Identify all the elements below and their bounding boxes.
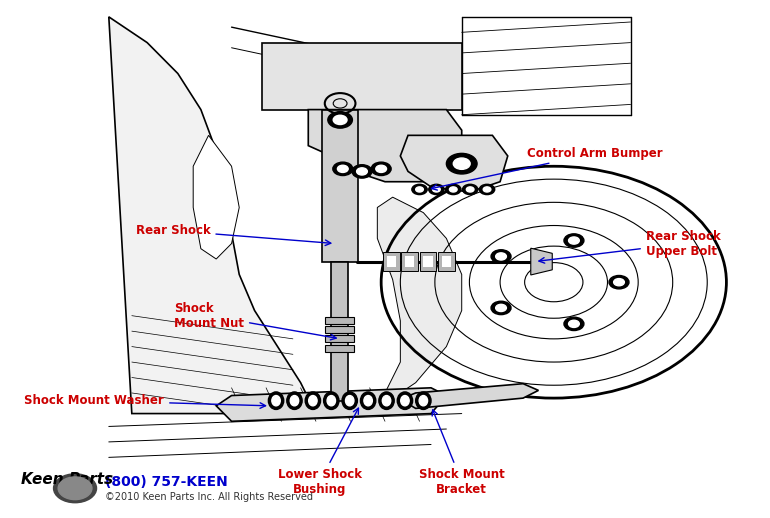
- Text: Keen Parts: Keen Parts: [21, 472, 112, 487]
- Bar: [420, 252, 437, 271]
- Bar: [383, 252, 400, 271]
- Text: Control Arm Bumper: Control Arm Bumper: [431, 147, 662, 190]
- Circle shape: [433, 187, 440, 192]
- Circle shape: [496, 253, 507, 260]
- Circle shape: [357, 168, 367, 175]
- Circle shape: [568, 320, 579, 327]
- Polygon shape: [325, 326, 354, 333]
- Circle shape: [59, 477, 92, 499]
- Circle shape: [467, 187, 474, 192]
- Text: Rear Shock: Rear Shock: [136, 224, 331, 246]
- Ellipse shape: [309, 396, 317, 406]
- Text: Lower Shock
Bushing: Lower Shock Bushing: [278, 408, 362, 496]
- Circle shape: [416, 187, 424, 192]
- Circle shape: [352, 165, 372, 178]
- Ellipse shape: [383, 396, 390, 406]
- Circle shape: [447, 153, 477, 174]
- Bar: [442, 256, 451, 267]
- Polygon shape: [400, 135, 507, 192]
- Circle shape: [333, 162, 353, 176]
- Ellipse shape: [419, 396, 427, 406]
- Circle shape: [333, 115, 347, 124]
- Circle shape: [484, 187, 491, 192]
- Text: Rear Shock
Upper Bolt: Rear Shock Upper Bolt: [539, 229, 721, 263]
- Polygon shape: [400, 384, 538, 408]
- Circle shape: [446, 184, 461, 195]
- Polygon shape: [308, 110, 462, 182]
- Polygon shape: [325, 316, 354, 324]
- Ellipse shape: [305, 392, 320, 409]
- Circle shape: [568, 237, 579, 244]
- Polygon shape: [216, 388, 447, 421]
- Polygon shape: [377, 197, 462, 403]
- Text: Shock Mount
Bracket: Shock Mount Bracket: [419, 410, 504, 496]
- Polygon shape: [322, 110, 358, 262]
- Text: Shock Mount Washer: Shock Mount Washer: [25, 394, 266, 408]
- Polygon shape: [109, 17, 316, 413]
- Circle shape: [564, 317, 584, 330]
- Ellipse shape: [323, 392, 339, 409]
- Circle shape: [337, 165, 348, 172]
- Circle shape: [614, 279, 624, 286]
- Circle shape: [491, 301, 511, 314]
- Ellipse shape: [286, 392, 302, 409]
- Polygon shape: [331, 262, 348, 401]
- Polygon shape: [193, 135, 239, 259]
- Ellipse shape: [360, 392, 376, 409]
- Text: ©2010 Keen Parts Inc. All Rights Reserved: ©2010 Keen Parts Inc. All Rights Reserve…: [105, 492, 313, 502]
- Circle shape: [496, 304, 507, 311]
- Text: (800) 757-KEEN: (800) 757-KEEN: [105, 474, 228, 488]
- Ellipse shape: [416, 392, 431, 409]
- Ellipse shape: [327, 396, 336, 406]
- Circle shape: [454, 158, 470, 169]
- Polygon shape: [263, 42, 462, 110]
- Bar: [405, 256, 414, 267]
- Polygon shape: [325, 335, 354, 342]
- Circle shape: [491, 250, 511, 263]
- Circle shape: [328, 112, 353, 128]
- Polygon shape: [531, 248, 552, 275]
- Circle shape: [609, 276, 629, 289]
- Ellipse shape: [400, 396, 409, 406]
- Ellipse shape: [397, 392, 413, 409]
- Text: Shock
Mount Nut: Shock Mount Nut: [174, 301, 336, 340]
- Polygon shape: [325, 344, 354, 352]
- Ellipse shape: [379, 392, 394, 409]
- Ellipse shape: [342, 392, 357, 409]
- Circle shape: [564, 234, 584, 247]
- Ellipse shape: [346, 396, 354, 406]
- Circle shape: [480, 184, 494, 195]
- Ellipse shape: [269, 392, 283, 409]
- Bar: [387, 256, 396, 267]
- Circle shape: [54, 474, 96, 502]
- Circle shape: [429, 184, 444, 195]
- Ellipse shape: [272, 396, 280, 406]
- Bar: [424, 256, 433, 267]
- Circle shape: [371, 162, 391, 176]
- Circle shape: [412, 184, 427, 195]
- Ellipse shape: [364, 396, 373, 406]
- Ellipse shape: [290, 396, 299, 406]
- Bar: [438, 252, 455, 271]
- Circle shape: [450, 187, 457, 192]
- Circle shape: [463, 184, 478, 195]
- Circle shape: [376, 165, 387, 172]
- Bar: [401, 252, 418, 271]
